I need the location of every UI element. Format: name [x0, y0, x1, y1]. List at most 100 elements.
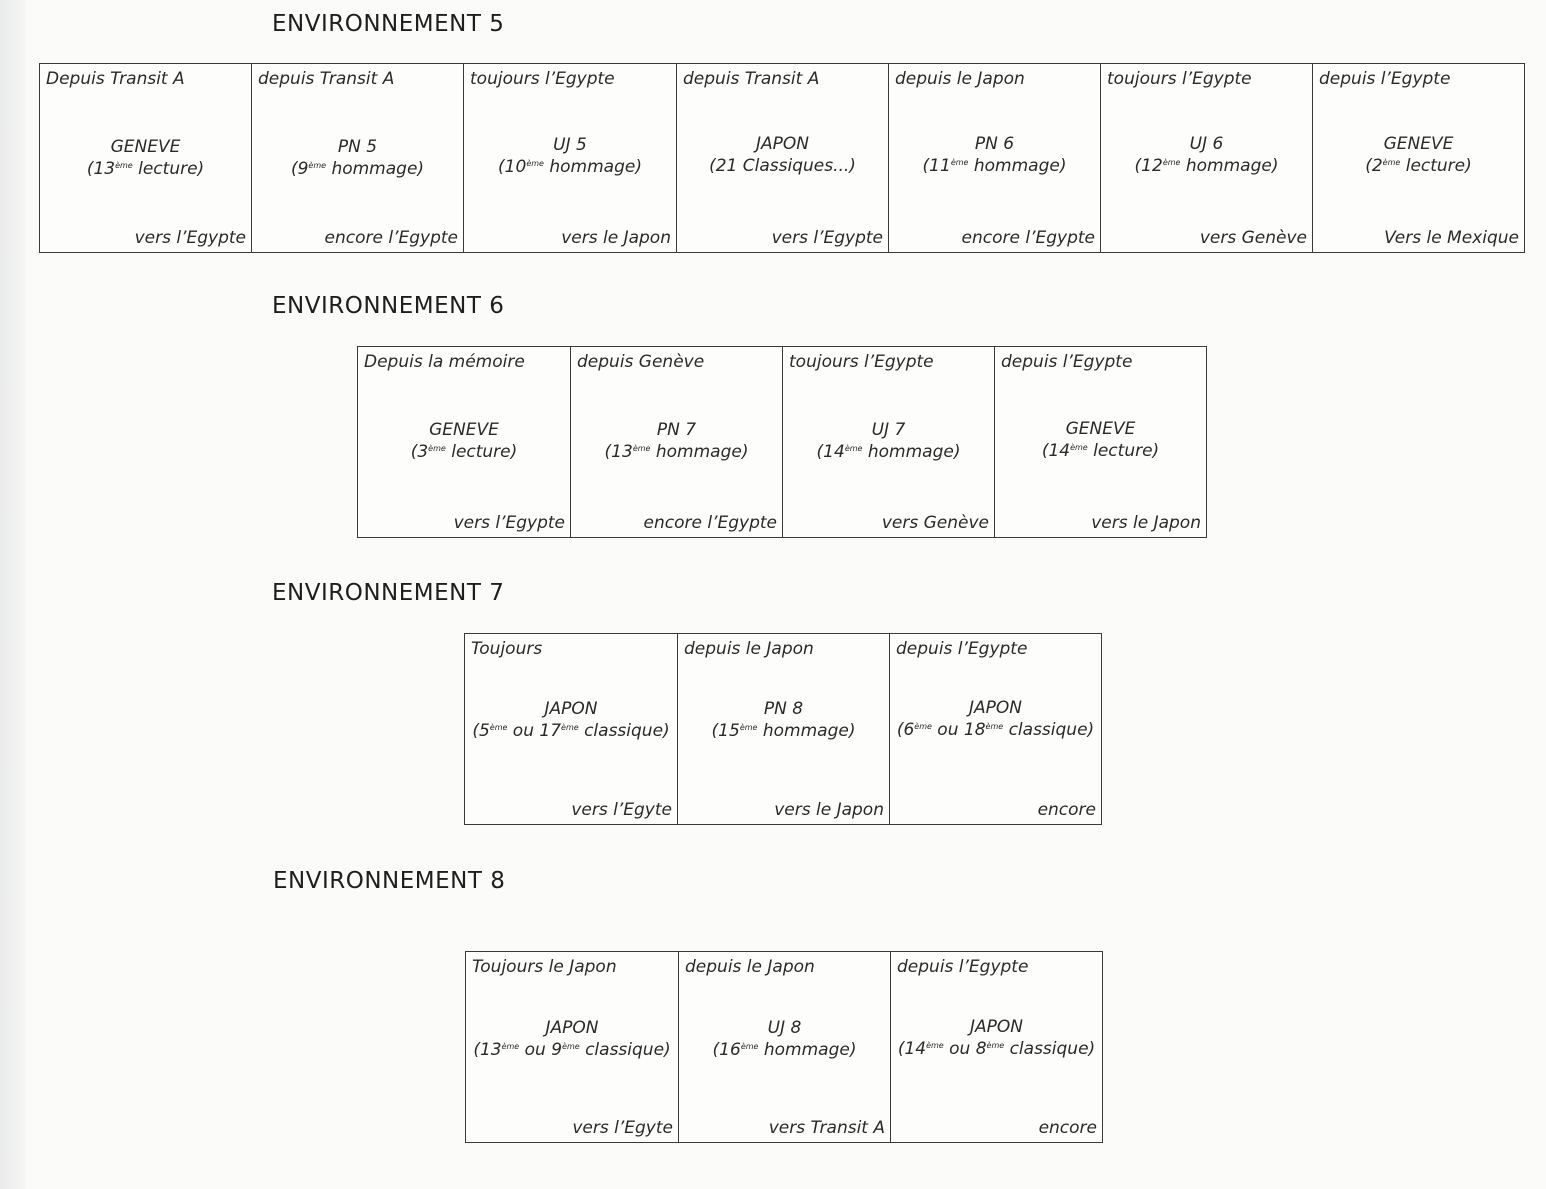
cell-origin: Toujours le Japon: [472, 957, 617, 977]
environment-7-table: Toujours JAPON (5ème ou 17ème classique)…: [464, 633, 1102, 825]
environment-8-table: Toujours le Japon JAPON (13ème ou 9ème c…: [465, 951, 1103, 1143]
cell-note: (3ème lecture): [410, 442, 518, 462]
cell-destination: encore: [1037, 800, 1096, 820]
cell-content: JAPON (6ème ou 18ème classique): [890, 697, 1101, 741]
cell-origin: depuis l’Egypte: [897, 957, 1029, 977]
cell-origin: depuis l’Egypte: [1319, 69, 1451, 89]
cell-place: JAPON: [969, 698, 1022, 718]
cell-place: JAPON: [545, 1018, 599, 1038]
cell-destination: vers l’Egypte: [771, 228, 883, 248]
cell-place: JAPON: [970, 1017, 1023, 1037]
cell-place: UJ 5: [553, 135, 587, 155]
cell-origin: toujours l’Egypte: [470, 69, 615, 89]
cell-place: UJ 8: [767, 1018, 802, 1038]
cell-destination: vers l’Egypte: [453, 513, 565, 533]
cell-destination: vers l’Egyte: [571, 800, 672, 820]
cell-content: GENEVE (14ème lecture): [995, 418, 1206, 462]
cell-note: (13ème lecture): [86, 159, 205, 179]
cell-origin: depuis Transit A: [683, 69, 820, 89]
cell-place: PN 7: [656, 420, 697, 440]
cell-place: PN 6: [974, 134, 1015, 154]
cell-origin: Depuis Transit A: [46, 69, 185, 89]
cell-content: PN 5 (9ème hommage): [252, 136, 463, 180]
cell-destination: vers Transit A: [768, 1118, 885, 1138]
cell-place: GENEVE: [1383, 134, 1454, 154]
environment-5-table: Depuis Transit A GENEVE (13ème lecture) …: [39, 63, 1525, 253]
cell-place: PN 8: [763, 699, 804, 719]
table-cell: depuis le Japon PN 8 (15ème hommage) ver…: [678, 634, 890, 824]
cell-note: (10ème hommage): [498, 157, 642, 177]
cell-place: PN 5: [337, 137, 378, 157]
cell-note: (16ème hommage): [712, 1040, 857, 1060]
cell-note: (13ème ou 9ème classique): [473, 1040, 671, 1060]
cell-place: GENEVE: [1065, 419, 1136, 439]
cell-place: GENEVE: [429, 420, 499, 440]
cell-content: UJ 7 (14ème hommage): [783, 419, 994, 463]
cell-origin: toujours l’Egypte: [1107, 69, 1252, 89]
cell-place: GENEVE: [110, 137, 181, 157]
cell-place: JAPON: [544, 699, 598, 719]
table-cell: depuis Transit A JAPON (21 Classiques...…: [677, 64, 889, 252]
cell-note: (14ème hommage): [816, 442, 961, 462]
cell-content: JAPON (13ème ou 9ème classique): [466, 1017, 678, 1061]
table-cell: depuis l’Egypte GENEVE (14ème lecture) v…: [995, 347, 1206, 537]
cell-content: JAPON (14ème ou 8ème classique): [891, 1016, 1102, 1060]
table-cell: Toujours JAPON (5ème ou 17ème classique)…: [465, 634, 678, 824]
table-cell: Depuis la mémoire GENEVE (3ème lecture) …: [358, 347, 571, 537]
cell-place: UJ 6: [1189, 134, 1224, 154]
cell-place: UJ 7: [871, 420, 906, 440]
environment-8-title: ENVIRONNEMENT 8: [273, 868, 506, 894]
cell-note: (14ème lecture): [1041, 441, 1160, 461]
table-cell: depuis Genève PN 7 (13ème hommage) encor…: [571, 347, 783, 537]
table-cell: depuis l’Egypte GENEVE (2ème lecture) Ve…: [1313, 64, 1524, 252]
table-cell: toujours l’Egypte UJ 7 (14ème hommage) v…: [783, 347, 995, 537]
cell-origin: depuis le Japon: [895, 69, 1025, 89]
cell-destination: encore: [1038, 1118, 1097, 1138]
cell-note: (6ème ou 18ème classique): [896, 720, 1095, 740]
cell-content: JAPON (5ème ou 17ème classique): [465, 698, 677, 742]
cell-origin: depuis le Japon: [685, 957, 815, 977]
table-cell: Toujours le Japon JAPON (13ème ou 9ème c…: [466, 952, 679, 1142]
cell-destination: vers l’Egypte: [134, 228, 246, 248]
environment-7-title: ENVIRONNEMENT 7: [272, 580, 505, 606]
cell-origin: depuis l’Egypte: [896, 639, 1028, 659]
table-cell: depuis Transit A PN 5 (9ème hommage) enc…: [252, 64, 464, 252]
table-cell: toujours l’Egypte UJ 6 (12ème hommage) v…: [1101, 64, 1313, 252]
table-cell: depuis l’Egypte JAPON (6ème ou 18ème cla…: [890, 634, 1101, 824]
cell-destination: encore l’Egypte: [961, 228, 1095, 248]
table-cell: Depuis Transit A GENEVE (13ème lecture) …: [40, 64, 252, 252]
cell-destination: encore l’Egypte: [324, 228, 458, 248]
cell-content: PN 8 (15ème hommage): [678, 698, 889, 742]
cell-origin: depuis Genève: [577, 352, 705, 372]
environment-6-table: Depuis la mémoire GENEVE (3ème lecture) …: [357, 346, 1207, 538]
table-cell: depuis le Japon PN 6 (11ème hommage) enc…: [889, 64, 1101, 252]
cell-note: (5ème ou 17ème classique): [472, 721, 670, 741]
cell-content: PN 7 (13ème hommage): [571, 419, 782, 463]
cell-destination: vers Genève: [1199, 228, 1307, 248]
cell-place: JAPON: [756, 134, 809, 154]
table-cell: depuis le Japon UJ 8 (16ème hommage) ver…: [679, 952, 891, 1142]
cell-note: (2ème lecture): [1365, 156, 1472, 176]
cell-destination: Vers le Mexique: [1384, 228, 1519, 248]
cell-destination: vers l’Egyte: [572, 1118, 673, 1138]
cell-origin: depuis le Japon: [684, 639, 814, 659]
cell-destination: vers le Japon: [1091, 513, 1201, 533]
table-cell: toujours l’Egypte UJ 5 (10ème hommage) v…: [464, 64, 677, 252]
environment-5-title: ENVIRONNEMENT 5: [272, 11, 505, 37]
cell-note: (9ème hommage): [290, 159, 425, 179]
table-cell: depuis l’Egypte JAPON (14ème ou 8ème cla…: [891, 952, 1102, 1142]
cell-content: JAPON (21 Classiques...): [677, 133, 888, 177]
cell-content: UJ 8 (16ème hommage): [679, 1017, 890, 1061]
cell-content: UJ 6 (12ème hommage): [1101, 133, 1312, 177]
cell-destination: encore l’Egypte: [643, 513, 777, 533]
cell-content: GENEVE (3ème lecture): [358, 419, 570, 463]
cell-note: (13ème hommage): [604, 442, 749, 462]
cell-destination: vers le Japon: [561, 228, 671, 248]
cell-origin: toujours l’Egypte: [789, 352, 934, 372]
cell-note: (11ème hommage): [922, 156, 1067, 176]
cell-origin: Toujours: [471, 639, 543, 659]
cell-content: GENEVE (2ème lecture): [1313, 133, 1524, 177]
cell-note: (15ème hommage): [711, 721, 856, 741]
cell-note: (14ème ou 8ème classique): [897, 1039, 1096, 1059]
cell-content: UJ 5 (10ème hommage): [464, 134, 676, 178]
